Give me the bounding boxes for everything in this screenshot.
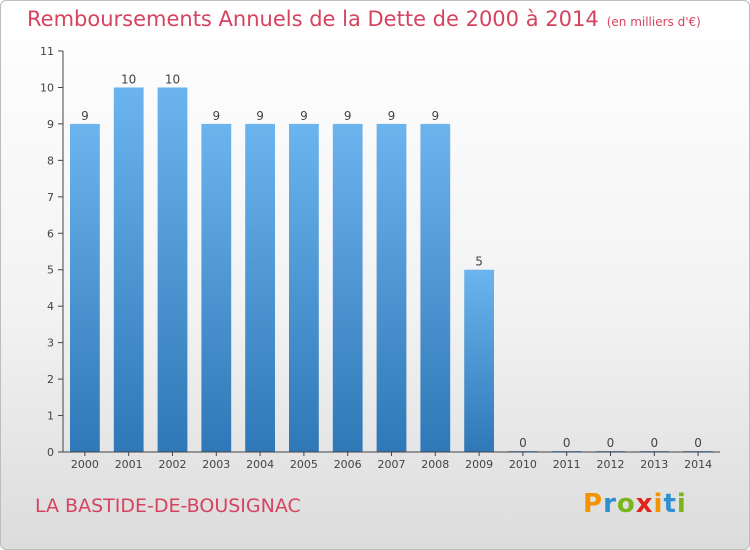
y-tick-label: 11 [40, 45, 54, 58]
chart-subtitle: (en milliers d'€) [606, 15, 701, 29]
data-label-2000: 9 [81, 109, 89, 123]
x-tick-label-2007: 2007 [378, 458, 406, 471]
data-label-2006: 9 [344, 109, 352, 123]
bar-2005 [289, 123, 319, 452]
logo-letter: i [676, 489, 687, 519]
data-label-2001: 10 [121, 72, 136, 86]
x-tick-label-2014: 2014 [684, 458, 712, 471]
x-tick-label-2008: 2008 [421, 458, 449, 471]
bar-2000 [70, 123, 100, 452]
x-tick-label-2010: 2010 [509, 458, 537, 471]
x-tick-label-2004: 2004 [246, 458, 274, 471]
bar-2008 [420, 123, 451, 452]
x-tick-label-2003: 2003 [202, 458, 230, 471]
chart-title: Remboursements Annuels de la Dette de 20… [27, 7, 701, 31]
logo-letter: t [663, 489, 677, 519]
logo-letter: o [616, 489, 636, 519]
logo-letter: i [653, 489, 664, 519]
data-label-2003: 9 [212, 109, 220, 123]
bars: 9 10 10 9 9 9 9 9 9 5 0 0 0 0 0 [70, 72, 713, 453]
y-tick-label: 5 [47, 264, 54, 277]
x-tick-label-2002: 2002 [159, 458, 187, 471]
bar-2002 [157, 87, 188, 453]
bar-2006 [332, 123, 363, 452]
x-tick-label-2013: 2013 [640, 458, 668, 471]
y-tick-label: 10 [40, 81, 54, 94]
x-tick-label-2012: 2012 [597, 458, 625, 471]
data-label-2002: 10 [165, 72, 180, 86]
data-label-2014: 0 [694, 436, 702, 450]
x-tick-label-2009: 2009 [465, 458, 493, 471]
bar-2007 [376, 123, 407, 452]
x-tick-label-2011: 2011 [553, 458, 581, 471]
data-label-2011: 0 [563, 436, 571, 450]
commune-name: LA BASTIDE-DE-BOUSIGNAC [35, 495, 301, 517]
y-tick-label: 1 [47, 410, 54, 423]
x-axis-ticks: 2000 2001 2002 2003 2004 2005 2006 2007 2008 2009… [71, 452, 712, 471]
data-label-2005: 9 [300, 109, 308, 123]
data-label-2010: 0 [519, 436, 527, 450]
y-tick-label: 6 [47, 227, 54, 240]
bar-2003 [201, 123, 232, 452]
bar-2009 [464, 269, 494, 452]
data-label-2009: 5 [475, 255, 483, 269]
data-label-2008: 9 [431, 109, 439, 123]
y-tick-label: 3 [47, 337, 54, 350]
data-label-2004: 9 [256, 109, 264, 123]
x-tick-label-2001: 2001 [115, 458, 143, 471]
x-tick-label-2005: 2005 [290, 458, 318, 471]
data-label-2007: 9 [388, 109, 396, 123]
data-label-2013: 0 [650, 436, 658, 450]
x-tick-label-2000: 2000 [71, 458, 99, 471]
logo-letter: r [603, 489, 617, 519]
bar-2004 [245, 123, 275, 452]
y-tick-label: 9 [47, 118, 54, 131]
bar-2001 [113, 87, 144, 453]
data-label-2012: 0 [607, 436, 615, 450]
y-tick-label: 0 [47, 446, 54, 459]
chart-title-text: Remboursements Annuels de la Dette de 20… [27, 7, 599, 31]
y-tick-label: 2 [47, 373, 54, 386]
proxiti-logo[interactable]: Proxiti [583, 489, 687, 519]
y-axis-ticks: 0 1 2 3 4 5 6 7 8 9 10 11 [40, 45, 63, 459]
y-tick-label: 8 [47, 154, 54, 167]
logo-letter: x [635, 489, 654, 519]
y-tick-label: 4 [47, 300, 54, 313]
x-tick-label-2006: 2006 [334, 458, 362, 471]
logo-letter: P [583, 489, 604, 519]
y-tick-label: 7 [47, 191, 54, 204]
